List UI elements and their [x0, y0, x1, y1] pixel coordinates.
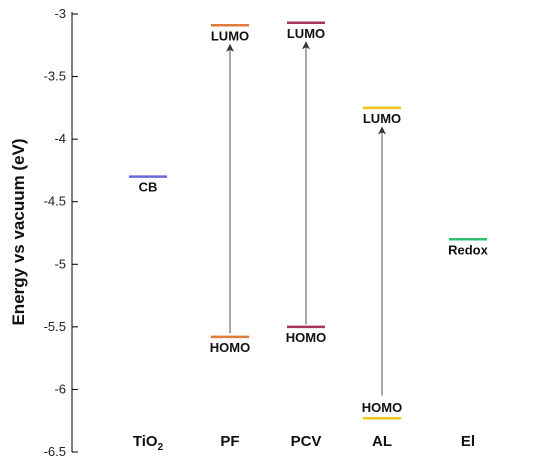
energy-level-label: HOMO	[362, 400, 402, 415]
y-tick-label: -3.5	[44, 69, 66, 84]
transition-arrows	[226, 41, 386, 396]
category-label: AL	[372, 433, 392, 450]
energy-level-label: LUMO	[211, 28, 249, 43]
category-name: PF	[220, 433, 239, 450]
category-label: TiO2	[133, 433, 164, 453]
y-axis-label: Energy vs vacuum (eV)	[9, 138, 28, 325]
category-labels: TiO2 PF PCV AL El	[133, 433, 475, 453]
y-tick-label: -4.5	[44, 194, 66, 209]
category-name: PCV	[291, 433, 322, 450]
y-axis-ticks: -3 -3.5 -4 -4.5 -5 -5.5 -6 -6.5	[44, 6, 78, 459]
category-name: AL	[372, 433, 392, 450]
y-tick-label: -6	[54, 381, 66, 396]
y-tick-label: -3	[54, 6, 66, 21]
energy-level-label: HOMO	[210, 340, 250, 355]
energy-levels: CB LUMO HOMO LUMO HOMO LUMO HOMO Redox	[129, 21, 489, 420]
energy-level-label: LUMO	[363, 111, 401, 126]
category-label: El	[461, 433, 475, 450]
energy-level-label: LUMO	[287, 26, 325, 41]
y-tick-label: -5	[54, 256, 66, 271]
energy-level-label: CB	[139, 180, 158, 195]
y-tick-label: -6.5	[44, 444, 66, 459]
energy-level-label: HOMO	[286, 330, 326, 345]
energy-level-label: Redox	[448, 242, 489, 257]
category-label: PCV	[291, 433, 322, 450]
y-tick-label: -5.5	[44, 319, 66, 334]
y-tick-label: -4	[54, 131, 66, 146]
category-name: El	[461, 433, 475, 450]
category-name: TiO	[133, 433, 158, 450]
category-subscript: 2	[158, 442, 164, 453]
category-label: PF	[220, 433, 239, 450]
